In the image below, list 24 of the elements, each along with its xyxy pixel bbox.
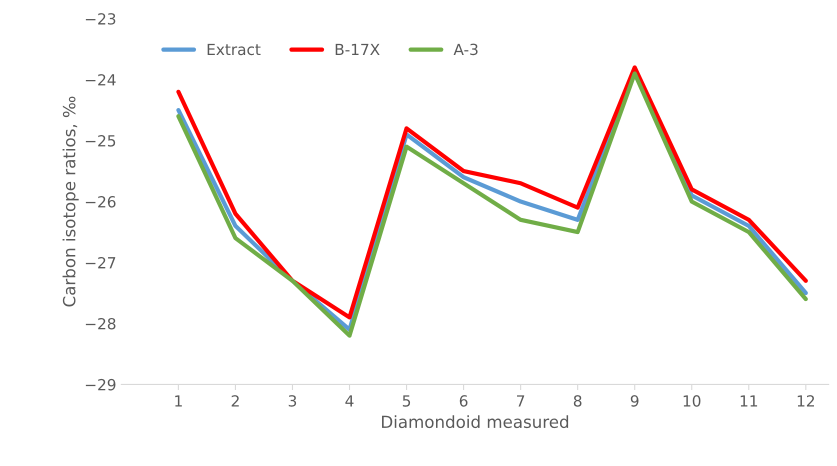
legend-label: B-17X (336, 44, 380, 55)
x-tick-label: 4 (345, 395, 354, 406)
y-tick-label: −23 (86, 13, 116, 25)
x-tick-label: 11 (740, 395, 758, 406)
x-tick-label: 3 (288, 395, 296, 407)
y-tick-label: −26 (86, 196, 116, 208)
x-tick-label: 1 (175, 395, 182, 406)
x-tick-label: 10 (684, 395, 700, 407)
y-tick-label: −28 (86, 318, 116, 330)
x-tick-label: 8 (574, 395, 582, 407)
y-tick-label: −24 (86, 74, 116, 86)
y-tick-label: −27 (86, 256, 116, 268)
x-axis-title: Diamondoid measured (382, 415, 568, 428)
y-tick-label: −25 (86, 135, 116, 147)
x-tick-label: 6 (460, 395, 468, 407)
legend-label: Extract (208, 44, 261, 56)
x-tick-label: 7 (517, 395, 524, 406)
x-tick-label: 5 (402, 395, 410, 407)
y-tick-label: −29 (86, 378, 116, 390)
x-tick-label: 12 (798, 395, 814, 406)
x-tick-label: 9 (630, 395, 638, 407)
x-tick-label: 2 (232, 395, 239, 406)
y-axis-title: Carbon isotope ratios, ‰ (62, 96, 79, 306)
legend-label: A-3 (454, 44, 478, 56)
